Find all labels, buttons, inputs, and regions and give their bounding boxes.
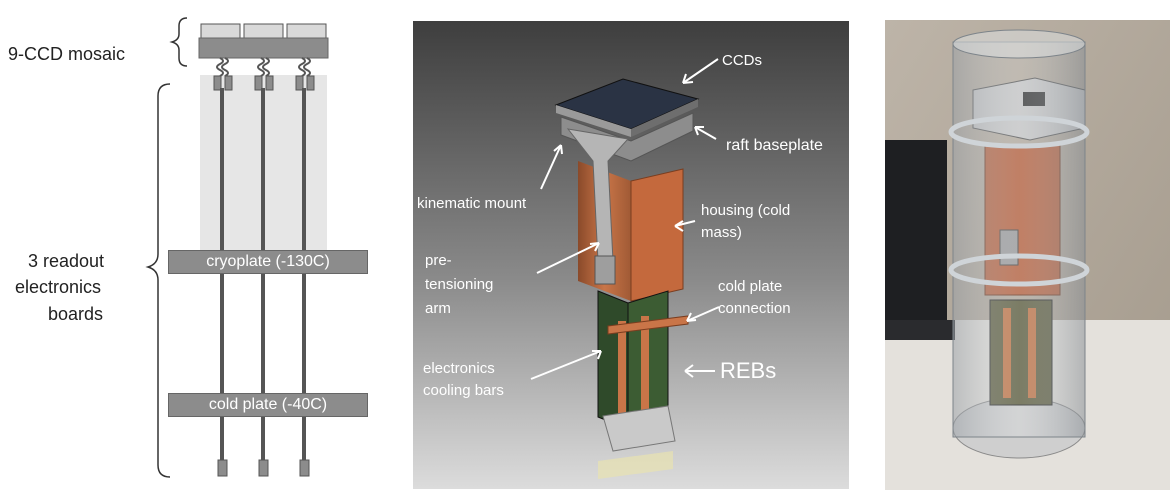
photo-panel (885, 20, 1170, 490)
pretensioning-label-2: tensioning (425, 276, 494, 293)
boards-label-line3: boards (48, 304, 104, 324)
cooling-bars-label-2: cooling bars (423, 382, 504, 399)
raft-render (413, 21, 849, 489)
pretensioning-label-1: pre- (425, 252, 452, 269)
cooling-bar (618, 321, 626, 431)
top-connectors (213, 75, 315, 91)
housing-label-2: mass) (701, 224, 742, 241)
render-panel: CCDs raft baseplate kinematic mount hous… (413, 21, 849, 489)
monitor-base (885, 320, 955, 340)
ccds-label: CCDs (722, 52, 762, 69)
ccd-edge (556, 105, 631, 137)
annotation-arrows (530, 58, 720, 380)
ccd-box (286, 23, 327, 39)
cooling-bars-label-1: electronics (423, 360, 495, 377)
raft-photo (885, 20, 1170, 490)
kinematic-mount-label: kinematic mount (417, 195, 527, 212)
tensioning-block (594, 255, 616, 285)
schematic-panel: cryoplate (-130C) cold plate (-40C) 9-CC… (0, 0, 400, 499)
mosaic-brace (169, 17, 188, 67)
acrylic-tube (952, 41, 1086, 438)
housing-side (630, 168, 684, 302)
schematic-diagram (145, 17, 329, 478)
reflection (598, 451, 673, 479)
ccd-edge-side (631, 99, 698, 137)
boards-label-line1: 3 readout (28, 251, 105, 271)
monitor (885, 140, 947, 320)
raft-plate (198, 37, 329, 59)
mosaic-label: 9-CCD mosaic (8, 44, 126, 64)
tube-ring (948, 115, 1090, 149)
raft-baseplate-label: raft baseplate (726, 137, 823, 154)
flex-cables (216, 57, 311, 77)
cryoplate: cryoplate (-130C) (168, 250, 368, 274)
cold-plate: cold plate (-40C) (168, 393, 368, 417)
boards-brace (145, 83, 171, 478)
bottom-bracket (602, 405, 676, 452)
cold-plate-connection-label-1: cold plate (718, 278, 783, 295)
bottom-connectors (217, 459, 310, 477)
ccd-box (243, 23, 284, 39)
pretensioning-label-3: arm (425, 300, 451, 317)
boards-label-line2: electronics (15, 277, 102, 297)
cold-plate-connection-label-2: connection (718, 300, 791, 317)
tube-top (952, 29, 1086, 59)
rebs-label: REBs (720, 358, 777, 383)
housing-label-1: housing (cold (701, 202, 791, 219)
cold-plate-connection-bar (607, 315, 689, 335)
tube-ring (948, 253, 1090, 287)
cooling-bar (641, 316, 649, 426)
ccd-box (200, 23, 241, 39)
